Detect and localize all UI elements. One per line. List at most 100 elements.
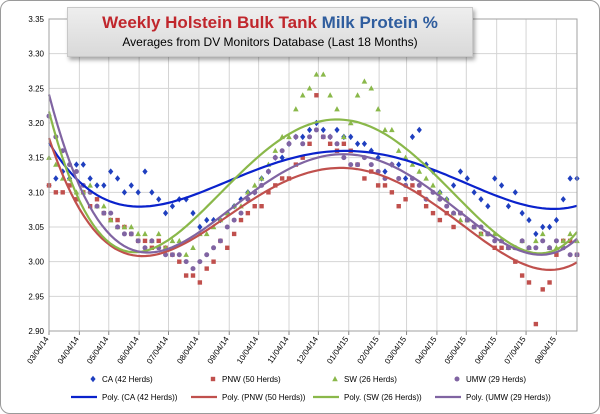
data-point	[128, 182, 134, 189]
data-point	[87, 175, 93, 182]
data-point	[416, 168, 423, 174]
grid-layer	[48, 18, 577, 332]
data-point	[341, 133, 347, 140]
data-point	[519, 209, 525, 217]
data-point	[341, 155, 347, 161]
data-point	[108, 210, 114, 216]
y-tick-label: 3.30	[28, 50, 44, 59]
data-point	[183, 251, 189, 257]
legend-label: CA (42 Herds)	[102, 375, 153, 384]
data-point	[121, 231, 127, 237]
x-tick-label: 09/04/14	[206, 335, 232, 366]
y-tick-label: 2.90	[28, 327, 44, 336]
data-point	[430, 182, 436, 188]
x-tick-label: 08/04/14	[175, 335, 201, 366]
legend-entry-trendline-1: Poly. (PNW (50 Herds))	[191, 393, 306, 402]
data-point	[238, 217, 244, 223]
data-point	[478, 230, 484, 237]
data-point	[252, 204, 257, 209]
data-point	[368, 162, 374, 168]
data-point	[560, 196, 566, 203]
data-point	[149, 189, 155, 196]
data-point	[389, 126, 395, 133]
data-point	[430, 210, 436, 216]
data-point	[142, 168, 148, 175]
legend-entry-trendline-0: Poly. (CA (42 Herds))	[71, 393, 178, 402]
data-point	[361, 78, 368, 84]
data-point	[368, 85, 375, 91]
data-point	[307, 134, 313, 140]
legend-entry-trendline-3: Poly. (UMW (29 Herds))	[435, 393, 551, 402]
legend-entry-series-1: PNW (50 Herds)	[210, 375, 281, 384]
x-tick-label: 12/04/14	[295, 335, 321, 366]
data-point	[211, 259, 216, 264]
data-point	[533, 321, 539, 327]
legend-label: PNW (50 Herds)	[222, 375, 281, 384]
data-point	[451, 210, 457, 216]
data-point	[499, 245, 504, 250]
data-point	[533, 230, 539, 238]
chart-title-box: Weekly Holstein Bulk Tank Milk Protein %…	[67, 7, 473, 57]
data-point	[87, 182, 93, 188]
data-point	[382, 183, 388, 188]
points-layer	[46, 71, 580, 327]
data-point	[224, 224, 230, 230]
data-point	[183, 259, 189, 265]
data-point	[567, 175, 573, 182]
data-point	[313, 127, 319, 133]
data-point	[423, 175, 429, 181]
series-points-0	[46, 119, 580, 238]
data-point	[135, 230, 141, 237]
data-point	[327, 134, 333, 140]
data-point	[450, 182, 457, 189]
data-point	[197, 280, 203, 285]
data-point	[108, 168, 114, 175]
legend-entry-series-0: CA (42 Herds)	[90, 375, 153, 384]
data-point	[320, 126, 326, 134]
data-point	[94, 197, 100, 202]
data-point	[437, 189, 443, 195]
x-tick-label: 04/04/14	[56, 335, 82, 366]
chart-title: Weekly Holstein Bulk Tank Milk Protein %	[68, 13, 472, 33]
data-point	[533, 245, 539, 251]
data-point	[320, 134, 326, 140]
data-point	[217, 238, 223, 244]
data-point	[94, 182, 100, 189]
data-point	[505, 203, 512, 210]
data-point	[163, 252, 169, 258]
data-point	[423, 204, 429, 209]
y-tick-label: 3.05	[28, 223, 44, 232]
legend-entry-trendline-2: Poly. (SW (26 Herds))	[313, 393, 422, 402]
data-point	[176, 237, 183, 244]
data-point	[361, 140, 368, 147]
axis-layer: 2.90 2.95 3.00 3.05 3.10 3.15 3.20 3.25 3.30 3.35…	[25, 15, 578, 366]
data-point	[149, 238, 155, 244]
data-point	[101, 210, 107, 216]
data-point	[546, 223, 553, 231]
data-point	[553, 216, 560, 224]
data-point	[266, 190, 271, 195]
data-point	[533, 237, 539, 244]
data-point	[519, 273, 525, 278]
data-point	[307, 141, 312, 146]
data-point	[423, 161, 429, 168]
data-point	[416, 126, 422, 134]
data-point	[135, 189, 141, 196]
data-point	[293, 134, 299, 140]
trend-layer	[47, 94, 578, 272]
data-point	[396, 175, 402, 181]
data-point	[231, 217, 237, 223]
legend-label: UMW (29 Herds)	[466, 375, 526, 384]
data-point	[258, 175, 265, 181]
y-tick-label: 3.00	[28, 258, 44, 267]
data-point	[238, 210, 244, 216]
data-point	[73, 169, 79, 175]
series-points-1	[46, 93, 580, 327]
data-point	[451, 224, 456, 230]
y-tick-label: 3.25	[28, 84, 44, 93]
data-point	[190, 273, 196, 278]
data-point	[526, 280, 532, 285]
legend-layer: CA (42 Herds) PNW (50 Herds) SW (26 Herds)…	[71, 375, 551, 402]
chart-subtitle: Averages from DV Monitors Database (Last…	[122, 35, 418, 49]
